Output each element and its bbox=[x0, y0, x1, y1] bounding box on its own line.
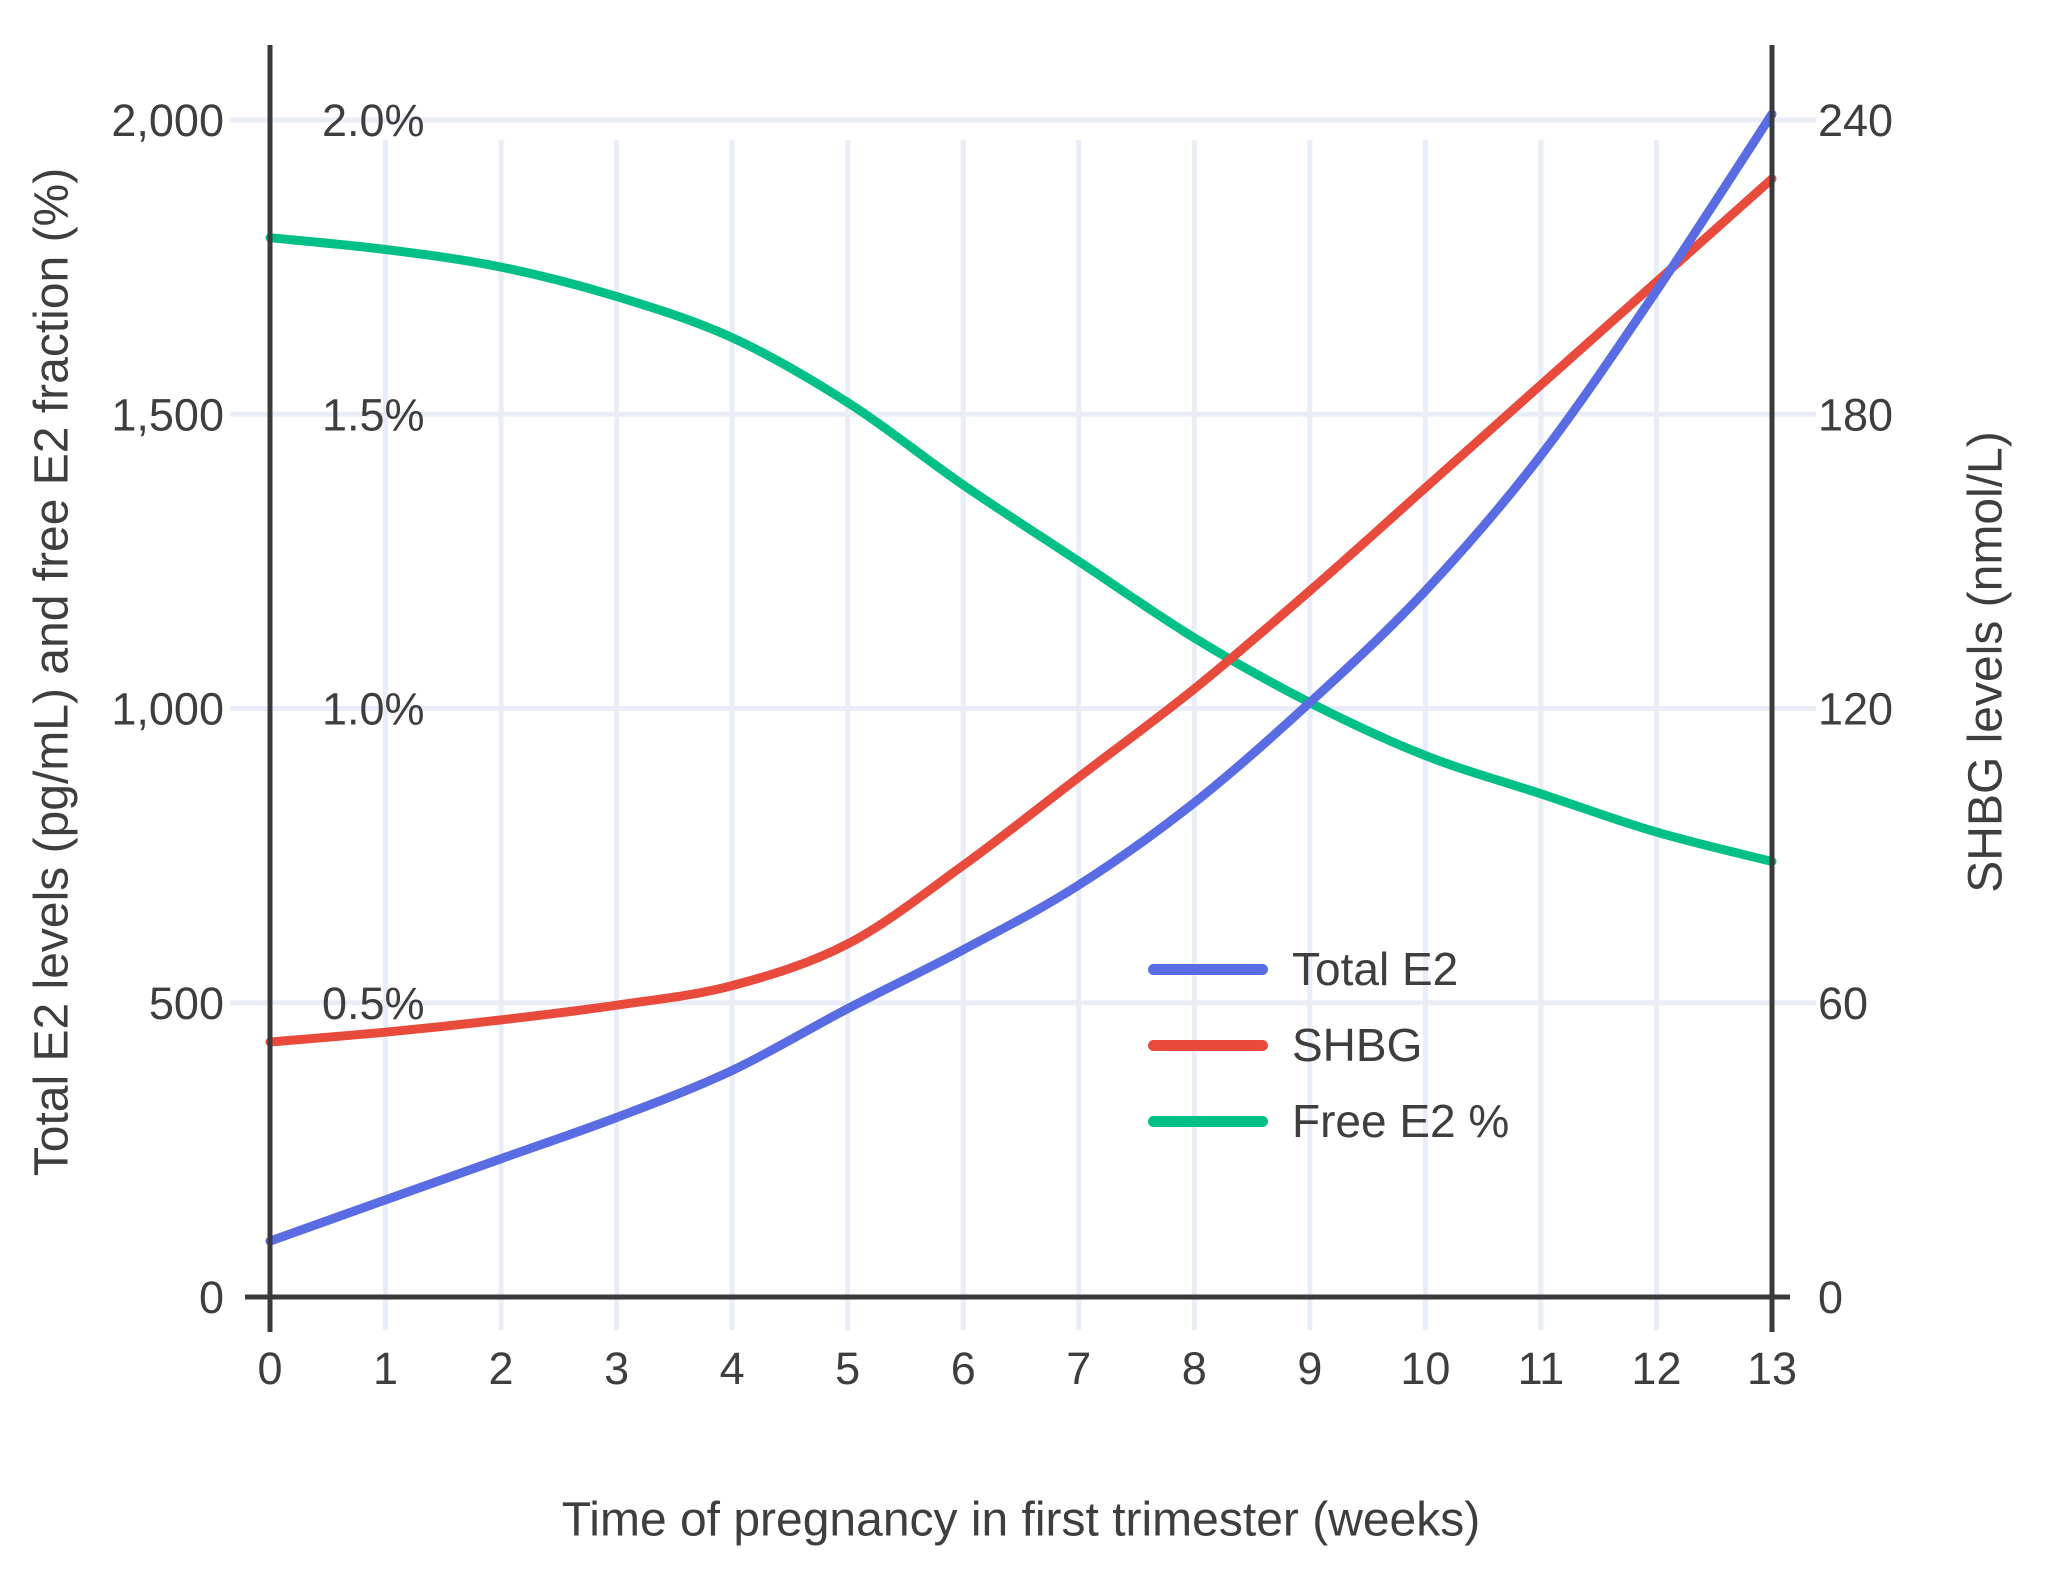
left-tick-label-2,000: 2,000 bbox=[111, 95, 224, 146]
x-tick-label-5: 5 bbox=[835, 1343, 860, 1394]
series-line-free-e2- bbox=[265, 233, 1777, 866]
shbg-line-swatch bbox=[1148, 1039, 1268, 1051]
legend-label-free-e2: Free E2 % bbox=[1292, 1095, 1510, 1147]
left-tick-label-500: 500 bbox=[149, 978, 224, 1029]
right-axis-title: SHBG levels (nmol/L) bbox=[1959, 431, 2013, 893]
percent-tick-label-1.5%: 1.5% bbox=[322, 389, 425, 440]
left-tick-label-0: 0 bbox=[199, 1272, 224, 1323]
x-tick-label-11: 11 bbox=[1518, 1343, 1565, 1394]
left-axis-title: Total E2 levels (pg/mL) and free E2 frac… bbox=[25, 167, 79, 1177]
series-line-shbg bbox=[265, 174, 1777, 1047]
x-tick-label-6: 6 bbox=[951, 1343, 976, 1394]
left-tick-label-1,000: 1,000 bbox=[111, 684, 224, 735]
x-tick-label-13: 13 bbox=[1747, 1343, 1797, 1394]
x-tick-label-9: 9 bbox=[1297, 1343, 1322, 1394]
legend: Total E2 SHBG Free E2 % bbox=[1148, 943, 1510, 1147]
right-tick-label-240: 240 bbox=[1818, 95, 1893, 146]
right-tick-label-180: 180 bbox=[1818, 389, 1893, 440]
right-tick-label-120: 120 bbox=[1818, 684, 1893, 735]
legend-item-free-e2: Free E2 % bbox=[1148, 1095, 1510, 1147]
legend-item-shbg: SHBG bbox=[1148, 1019, 1509, 1071]
total-e2-line-swatch bbox=[1148, 963, 1268, 975]
x-axis-title: Time of pregnancy in first trimester (we… bbox=[561, 1493, 1481, 1547]
x-tick-label-8: 8 bbox=[1182, 1343, 1207, 1394]
legend-item-total-e2: Total E2 bbox=[1148, 943, 1509, 995]
left-tick-label-1,500: 1,500 bbox=[111, 389, 224, 440]
percent-tick-label-0.5%: 0.5% bbox=[322, 978, 425, 1029]
right-tick-label-0: 0 bbox=[1818, 1272, 1843, 1323]
right-tick-label-60: 60 bbox=[1818, 978, 1868, 1029]
x-tick-label-1: 1 bbox=[373, 1343, 398, 1394]
series-line-total-e2 bbox=[265, 109, 1777, 1246]
x-tick-label-2: 2 bbox=[489, 1343, 514, 1394]
free-e2-line-swatch bbox=[1148, 1115, 1268, 1127]
x-tick-label-3: 3 bbox=[604, 1343, 629, 1394]
percent-tick-label-1.0%: 1.0% bbox=[322, 684, 425, 735]
x-tick-label-0: 0 bbox=[257, 1343, 282, 1394]
x-tick-label-4: 4 bbox=[720, 1343, 745, 1394]
legend-label-total-e2: Total E2 bbox=[1292, 943, 1459, 995]
x-tick-label-12: 12 bbox=[1631, 1343, 1681, 1394]
legend-label-shbg: SHBG bbox=[1292, 1019, 1423, 1071]
x-tick-label-7: 7 bbox=[1066, 1343, 1091, 1394]
x-tick-label-10: 10 bbox=[1400, 1343, 1450, 1394]
percent-tick-label-2.0%: 2.0% bbox=[322, 95, 425, 146]
